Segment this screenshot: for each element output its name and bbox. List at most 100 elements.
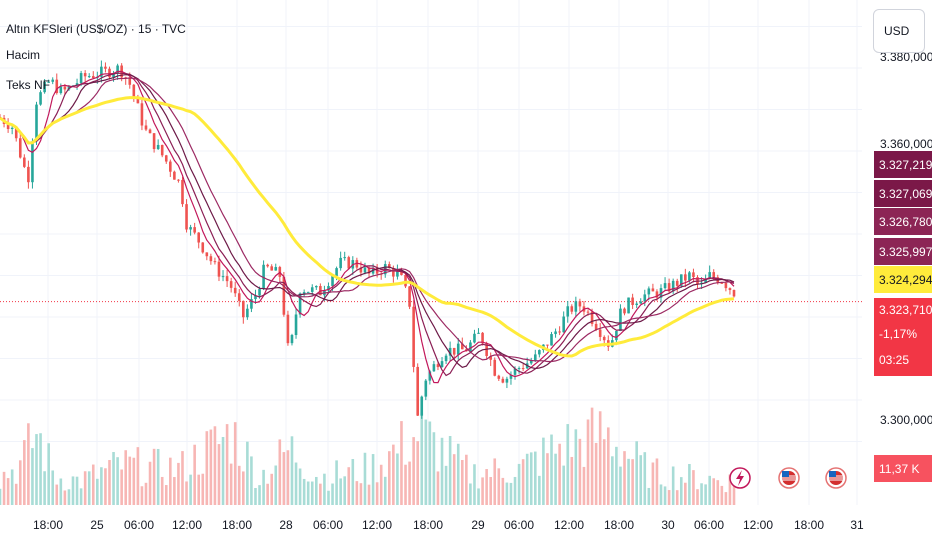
volume-bar [152,448,156,505]
volume-bar [538,475,541,505]
volume-bar [225,424,229,505]
volume-bar [574,429,578,505]
moving-average-label[interactable]: Teks NF [6,78,51,92]
volume-bar [164,485,168,505]
candle-body [229,281,233,288]
volume-bar [108,460,111,505]
candle-body [100,66,103,77]
candle-body [367,267,371,274]
candle-body [428,371,432,381]
volume-bar [383,476,387,505]
candlestick-series [0,60,736,419]
volume-bar [570,456,574,505]
volume-bar [254,488,257,505]
symbol-title[interactable]: Altın KFSleri (US$/OZ) · 15 · TVC [6,22,186,36]
volume-bar [205,431,209,505]
moving-average-line [0,70,735,384]
volume-bar [606,427,610,505]
candle-body [221,276,225,278]
volume-bar [31,448,34,505]
candle-body [594,323,598,330]
volume-bar [39,433,42,505]
candle-body [408,286,411,307]
candle-body [420,396,424,416]
volume-bar [148,461,152,505]
candle-body [477,332,480,334]
candle-body [529,360,533,364]
candle-body [647,288,651,295]
candle-body [598,329,602,337]
candle-body [497,375,501,379]
candle-body [724,283,728,289]
volume-bar [144,482,148,505]
candle-body [513,368,517,375]
volume-bar [363,452,367,505]
price-tag: -1,17% [874,322,932,346]
volume-bar [213,426,217,505]
volume-bar [35,434,38,505]
candle-body [75,83,79,86]
volume-bar [485,469,488,505]
volume-bar [0,488,2,505]
volume-bar [55,484,59,505]
volume-bar [473,464,476,505]
price-tag: 3.326,780 [874,208,932,235]
currency-button[interactable]: USD [873,9,925,53]
volume-bars [0,407,736,505]
volume-indicator-label[interactable]: Hacim [6,48,41,62]
candle-body [140,103,144,126]
volume-bar [140,486,144,505]
time-axis-label: 18:00 [33,518,63,532]
candle-body [631,297,634,305]
candle-body [35,104,38,142]
candle-body [481,332,484,344]
candle-body [262,264,265,290]
candle-body [209,256,213,262]
volume-bar [456,443,460,505]
volume-bar [43,471,46,505]
candle-body [27,166,30,183]
price-axis-label: 3.360,000 [880,137,932,151]
volume-bar [671,466,675,505]
candle-body [14,127,18,139]
volume-bar [10,469,14,505]
volume-bar [181,451,184,505]
volume-bar [282,452,286,505]
volume-bar [675,490,679,505]
candle-body [688,272,691,281]
event-markers[interactable] [729,467,847,489]
candle-body [201,242,205,253]
volume-bar [294,462,298,505]
volume-bar [392,444,395,505]
time-axis[interactable]: 18:00 25 06:00 12:00 18:00 28 06:00 12:00 18:00 2… [33,518,864,532]
candle-body [173,171,176,180]
candle-body [91,76,95,79]
candle-body [619,308,622,332]
candle-body [83,73,87,77]
volume-bar [404,464,407,505]
volume-bar [529,452,533,505]
volume-bar [558,443,561,505]
volume-bar [193,444,196,505]
volume-bar [75,476,79,505]
volume-bar [469,483,472,505]
candle-body [197,232,201,243]
volume-bar [562,465,565,505]
volume-bar [319,483,322,505]
volume-bar [116,457,119,505]
candle-body [448,347,452,356]
moving-average-line [0,72,735,377]
candle-body [181,179,184,205]
price-axis[interactable]: 3.380,000 3.360,000 3.300,000 [880,50,932,427]
volume-bar [639,455,643,505]
volume-bar [692,470,695,505]
candle-body [627,297,630,314]
volume-bar [440,437,444,505]
candle-body [242,300,245,318]
volume-bar [185,481,188,505]
volume-bar [497,468,501,505]
volume-bar [331,483,334,505]
volume-bar [343,476,346,505]
candle-body [452,347,456,355]
